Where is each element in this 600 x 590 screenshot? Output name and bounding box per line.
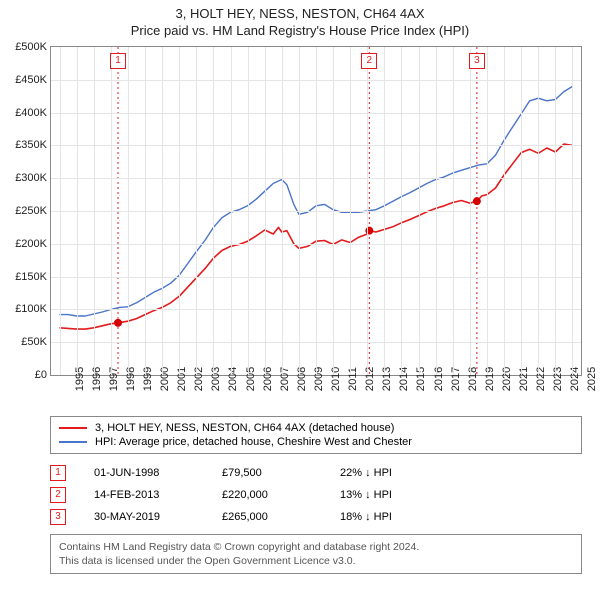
event-hpi-diff: 13% ↓ HPI: [340, 489, 392, 501]
x-tick-label: 2025: [572, 367, 598, 391]
y-tick-label: £450K: [15, 74, 47, 86]
y-tick-label: £250K: [15, 205, 47, 217]
y-tick-label: £50K: [21, 336, 47, 348]
legend-item: 3, HOLT HEY, NESS, NESTON, CH64 4AX (det…: [59, 421, 573, 435]
events-table: 1 01-JUN-1998 £79,500 22% ↓ HPI 2 14-FEB-2013…: [50, 462, 582, 528]
y-tick-label: £350K: [15, 139, 47, 151]
event-date: 14-FEB-2013: [94, 489, 194, 501]
event-price: £79,500: [222, 467, 312, 479]
event-number-box: 2: [50, 487, 66, 503]
y-tick-label: £500K: [15, 41, 47, 53]
y-tick-label: £0: [35, 369, 47, 381]
event-price: £265,000: [222, 511, 312, 523]
plot-inner: £0£50K£100K£150K£200K£250K£300K£350K£400…: [50, 46, 582, 376]
event-marker-box: 1: [110, 53, 126, 69]
y-tick-label: £100K: [15, 303, 47, 315]
y-tick-label: £300K: [15, 172, 47, 184]
legend-label: HPI: Average price, detached house, Ches…: [95, 436, 412, 448]
legend-item: HPI: Average price, detached house, Ches…: [59, 435, 573, 449]
chart-container: 3, HOLT HEY, NESS, NESTON, CH64 4AX Pric…: [0, 0, 600, 574]
event-date: 01-JUN-1998: [94, 467, 194, 479]
event-hpi-diff: 22% ↓ HPI: [340, 467, 392, 479]
event-price: £220,000: [222, 489, 312, 501]
event-row: 3 30-MAY-2019 £265,000 18% ↓ HPI: [50, 506, 582, 528]
event-number-box: 1: [50, 465, 66, 481]
legend: 3, HOLT HEY, NESS, NESTON, CH64 4AX (det…: [50, 416, 582, 454]
legend-swatch: [59, 427, 87, 429]
chart-title-address: 3, HOLT HEY, NESS, NESTON, CH64 4AX: [0, 6, 600, 21]
event-hpi-diff: 18% ↓ HPI: [340, 511, 392, 523]
footer-line-1: Contains HM Land Registry data © Crown c…: [59, 540, 573, 554]
event-row: 2 14-FEB-2013 £220,000 13% ↓ HPI: [50, 484, 582, 506]
legend-label: 3, HOLT HEY, NESS, NESTON, CH64 4AX (det…: [95, 422, 394, 434]
y-tick-label: £150K: [15, 271, 47, 283]
event-row: 1 01-JUN-1998 £79,500 22% ↓ HPI: [50, 462, 582, 484]
plot-area: £0£50K£100K£150K£200K£250K£300K£350K£400…: [50, 46, 582, 376]
footer-line-2: This data is licensed under the Open Gov…: [59, 554, 573, 568]
chart-titles: 3, HOLT HEY, NESS, NESTON, CH64 4AX Pric…: [0, 0, 600, 38]
y-tick-label: £200K: [15, 238, 47, 250]
attribution-footer: Contains HM Land Registry data © Crown c…: [50, 534, 582, 574]
legend-swatch: [59, 441, 87, 443]
chart-title-sub: Price paid vs. HM Land Registry's House …: [0, 23, 600, 38]
event-marker-box: 3: [469, 53, 485, 69]
event-marker-box: 2: [361, 53, 377, 69]
sale-marker: [114, 319, 122, 327]
y-tick-label: £400K: [15, 107, 47, 119]
event-number-box: 3: [50, 509, 66, 525]
sale-marker: [473, 197, 481, 205]
event-date: 30-MAY-2019: [94, 511, 194, 523]
